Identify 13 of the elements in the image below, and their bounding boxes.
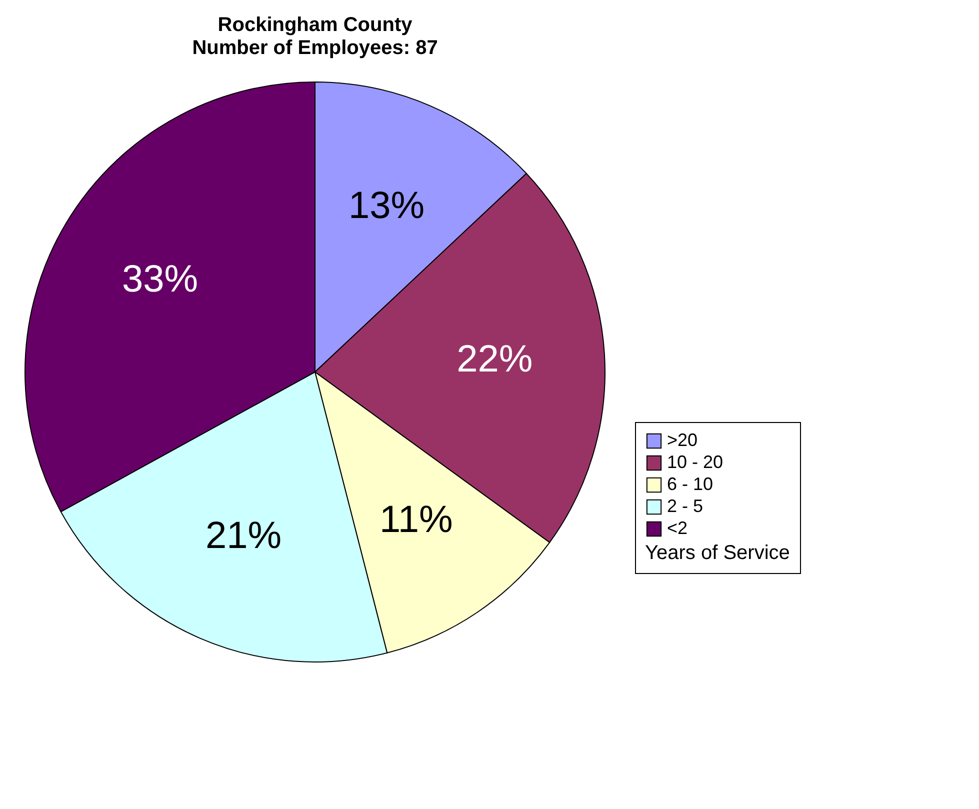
chart-subtitle: Number of Employees: 87 [192,37,438,59]
data-label: 11% [380,498,453,541]
data-label: 33% [122,258,198,300]
data-label: 13% [348,184,425,227]
legend-label: >20 [667,430,698,450]
legend-label: 6 - 10 [667,474,714,494]
legend-label: <2 [667,518,688,538]
data-label: 21% [205,515,282,558]
legend-label: 10 - 20 [667,452,724,472]
legend-label: 2 - 5 [667,496,704,516]
data-label: 22% [456,338,533,381]
chart-title: Rockingham County [218,14,414,36]
legend-title: Years of Service [645,542,790,564]
